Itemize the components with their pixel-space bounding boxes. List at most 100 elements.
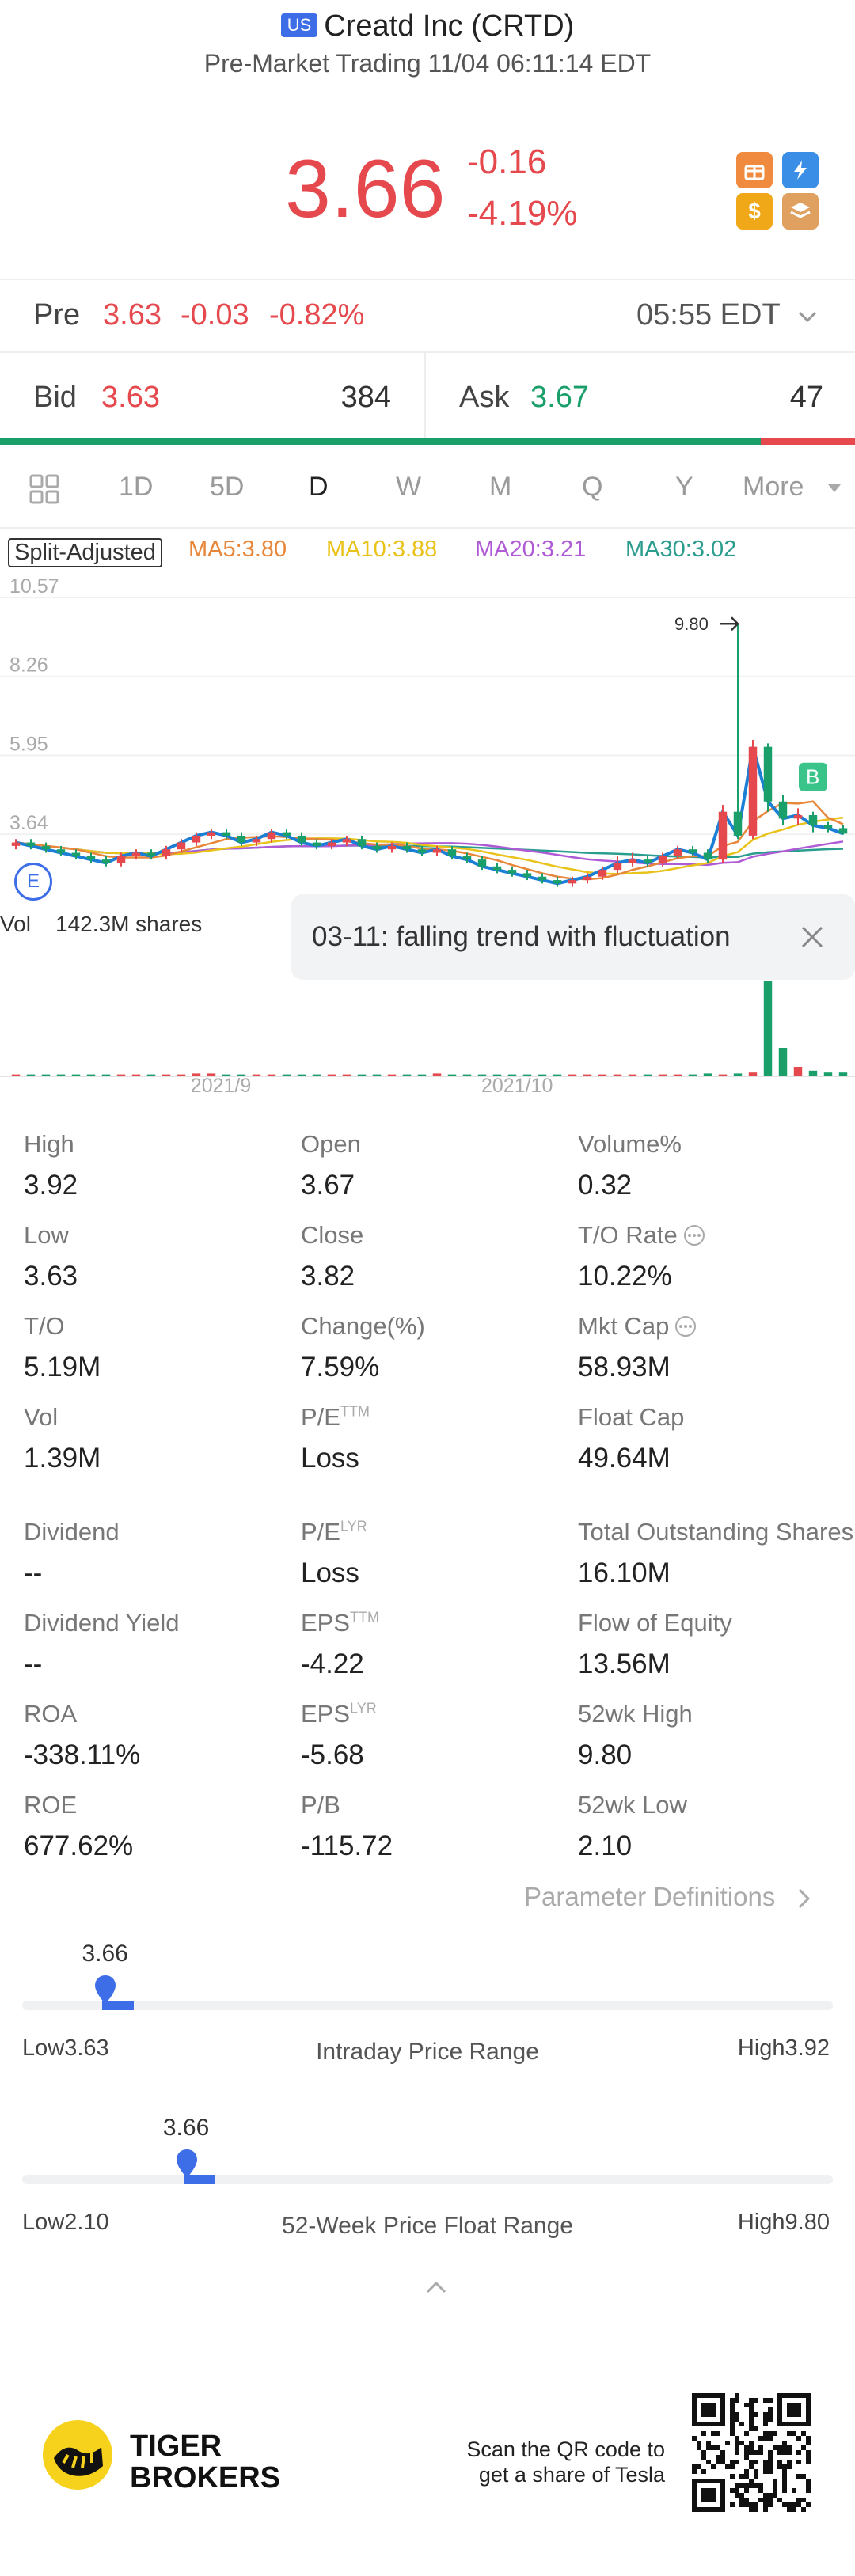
candle-body bbox=[131, 852, 141, 856]
volume-bar bbox=[41, 1074, 51, 1076]
tab-m[interactable]: M bbox=[489, 472, 512, 502]
stat-label-text: P/E bbox=[301, 1403, 340, 1431]
volume-bar bbox=[402, 1074, 412, 1076]
location-pin-icon bbox=[95, 1975, 116, 2004]
tab-5d[interactable]: 5D bbox=[210, 472, 245, 502]
stat-label-text: 52wk Low bbox=[578, 1791, 687, 1819]
price-change: -0.16 bbox=[467, 142, 547, 181]
stat-label-text: Flow of Equity bbox=[578, 1609, 732, 1637]
volume-bar bbox=[387, 1074, 397, 1076]
stat-value: 9.80 bbox=[578, 1739, 633, 1770]
week52-range-title: 52-Week Price Float Range bbox=[282, 2213, 573, 2239]
info-icon[interactable] bbox=[669, 1312, 697, 1340]
volume-bar bbox=[808, 1070, 818, 1076]
stat-value: 13.56M bbox=[578, 1648, 671, 1679]
bid-label: Bid bbox=[33, 381, 77, 414]
stat-label: Total Outstanding Shares bbox=[578, 1518, 853, 1546]
stat-label: P/B bbox=[301, 1791, 340, 1819]
candle-body bbox=[733, 811, 743, 836]
split-adjusted-toggle[interactable]: Split-Adjusted bbox=[8, 538, 162, 567]
candle-body bbox=[71, 852, 81, 856]
volume-bars bbox=[11, 981, 848, 1076]
tab-d[interactable]: D bbox=[309, 472, 329, 502]
volume-bar bbox=[703, 1073, 712, 1076]
trading-status: Pre-Market Trading 11/04 06:11:14 EDT bbox=[203, 49, 652, 78]
stat-label: Dividend bbox=[24, 1518, 120, 1546]
market-badge: US bbox=[280, 13, 318, 37]
ask-price: 3.67 bbox=[530, 381, 589, 414]
candle-body bbox=[192, 835, 201, 843]
stat-label: Open bbox=[301, 1130, 361, 1159]
candle-body bbox=[553, 880, 562, 884]
volume-bar bbox=[538, 1074, 547, 1076]
parameter-definitions-link[interactable]: Parameter Definitions bbox=[524, 1882, 776, 1911]
volume-label: Vol bbox=[0, 912, 31, 936]
low-value: 3.63 bbox=[64, 2035, 109, 2061]
tab-w[interactable]: W bbox=[396, 472, 422, 502]
candle-body bbox=[838, 828, 848, 834]
stat-value: 0.32 bbox=[578, 1170, 633, 1201]
volume-bar bbox=[598, 1074, 607, 1076]
brand-line2: BROKERS bbox=[130, 2461, 281, 2494]
flash-icon[interactable] bbox=[782, 152, 819, 188]
dollar-icon[interactable]: $ bbox=[736, 193, 773, 230]
tiger-logo bbox=[43, 2420, 112, 2490]
info-icon[interactable] bbox=[678, 1221, 706, 1249]
stat-value: 3.67 bbox=[301, 1170, 355, 1201]
stock-name: Creatd Inc (CRTD) bbox=[324, 9, 575, 43]
grid-icon[interactable] bbox=[28, 473, 60, 505]
tab-q[interactable]: Q bbox=[582, 472, 603, 502]
stat-label: EPSLYR bbox=[301, 1700, 377, 1728]
candle-body bbox=[808, 815, 818, 825]
chevron-down-icon[interactable] bbox=[796, 309, 819, 324]
x-tick-label: 2021/9 bbox=[191, 1075, 251, 1092]
candle-body bbox=[402, 845, 412, 850]
scan-line1: Scan the QR code to bbox=[466, 2438, 665, 2461]
volume-bar bbox=[116, 1074, 126, 1076]
volume-bar bbox=[763, 981, 773, 1076]
close-icon[interactable] bbox=[798, 923, 826, 951]
stat-label-text: Open bbox=[301, 1130, 361, 1158]
ma5-label: MA5:3.80 bbox=[188, 537, 287, 562]
volume-bar bbox=[733, 1073, 743, 1076]
chevron-right-icon[interactable] bbox=[796, 1887, 812, 1910]
qr-code bbox=[692, 2393, 811, 2512]
chevron-up-icon[interactable] bbox=[424, 2279, 448, 2295]
stat-value: 10.22% bbox=[578, 1261, 672, 1292]
candle-body bbox=[658, 856, 667, 863]
week52-high: High9.80 bbox=[738, 2210, 830, 2236]
gift-icon[interactable] bbox=[736, 152, 773, 188]
volume-bar bbox=[718, 1074, 728, 1076]
stat-label-text: Float Cap bbox=[578, 1403, 685, 1431]
stat-value: -115.72 bbox=[301, 1831, 393, 1861]
ma20-label: MA20:3.21 bbox=[475, 537, 587, 562]
stat-value: Loss bbox=[301, 1443, 359, 1474]
stat-value: 49.64M bbox=[578, 1443, 671, 1474]
candle-body bbox=[372, 845, 382, 850]
volume-bar bbox=[312, 1074, 321, 1076]
volume-bar bbox=[658, 1074, 667, 1076]
volume-bar bbox=[477, 1074, 487, 1076]
event-icon[interactable]: E bbox=[14, 863, 52, 901]
y-tick-label: 5.95 bbox=[10, 733, 48, 755]
candlestick-chart[interactable]: 10.57 8.26 5.95 3.64 9.80 B 2021/9 2021/10 bbox=[0, 575, 855, 1097]
week52-current-price: 3.66 bbox=[162, 2115, 210, 2141]
pre-market-row[interactable]: Pre 3.63 -0.03 -0.82% 05:55 EDT bbox=[0, 279, 855, 351]
pre-price: 3.63 bbox=[103, 298, 162, 332]
stat-label-text: ROA bbox=[24, 1700, 78, 1728]
stat-label-text: P/E bbox=[301, 1518, 340, 1546]
price-chart[interactable]: 10.57 8.26 5.95 3.64 9.80 B 2021/9 2021/10 Vol … bbox=[0, 575, 855, 1097]
tab-more[interactable]: More bbox=[743, 472, 804, 502]
volume-bar bbox=[492, 1074, 502, 1076]
stat-label-sup: LYR bbox=[350, 1700, 377, 1717]
tab-y[interactable]: Y bbox=[675, 472, 694, 502]
stat-label-text: EPS bbox=[301, 1609, 351, 1637]
high-label: High bbox=[737, 2210, 785, 2235]
volume-bar bbox=[793, 1067, 803, 1076]
volume-bar bbox=[162, 1074, 171, 1076]
layers-icon[interactable] bbox=[782, 193, 819, 230]
stat-label-text: EPS bbox=[301, 1700, 351, 1728]
volume-bar bbox=[417, 1074, 427, 1076]
stat-value: 3.82 bbox=[301, 1261, 355, 1292]
tab-1d[interactable]: 1D bbox=[119, 472, 154, 502]
